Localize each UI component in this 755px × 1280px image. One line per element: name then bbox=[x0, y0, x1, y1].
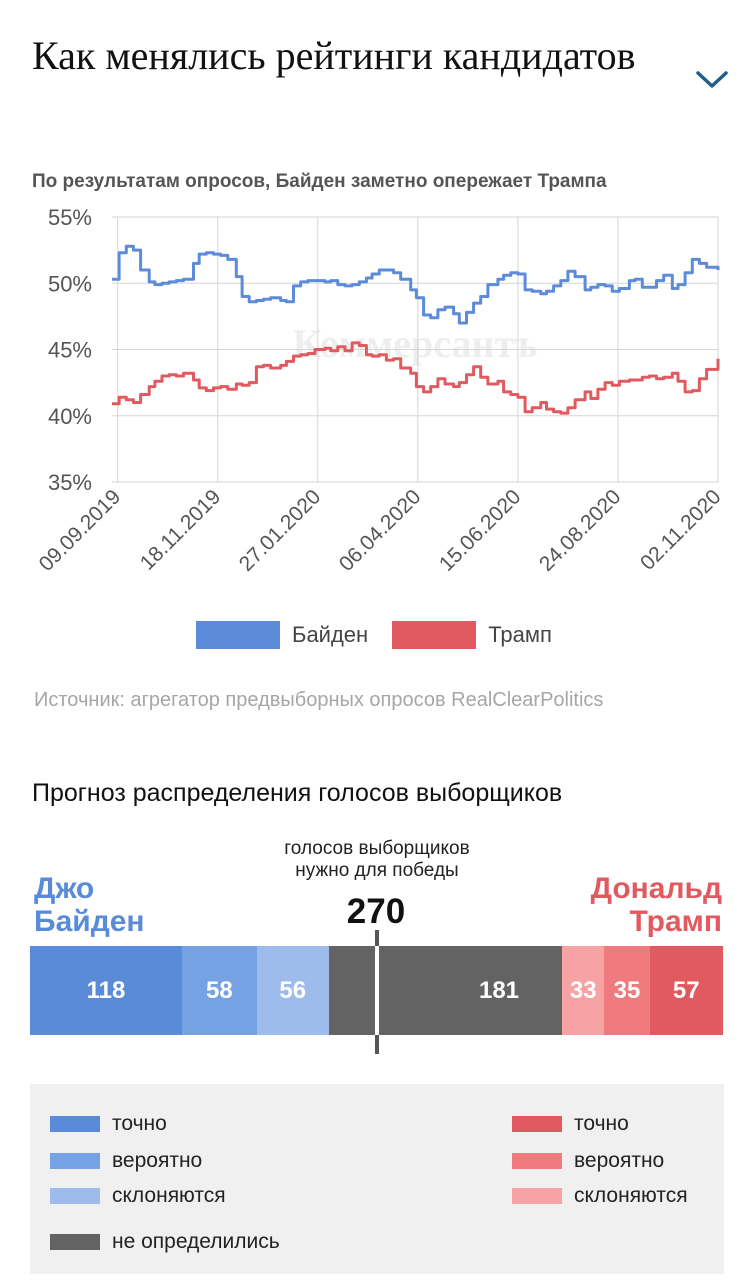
key-item-trump-sure: точно bbox=[512, 1112, 629, 1136]
candidate-biden-first: Джо bbox=[34, 872, 95, 905]
threshold-marker-line bbox=[375, 946, 379, 1035]
legend-label-trump: Трамп bbox=[488, 622, 552, 647]
x-tick-label: 27.01.2020 bbox=[235, 485, 326, 576]
ev-segment-undecided: 181 bbox=[328, 946, 562, 1035]
legend-item-trump: Трамп bbox=[392, 621, 552, 649]
key-item-biden-likely: вероятно bbox=[50, 1149, 202, 1173]
key-label-undecided: не определились bbox=[112, 1230, 280, 1253]
ev-segment-biden-sure: 118 bbox=[30, 946, 182, 1035]
y-tick-label: 50% bbox=[48, 271, 92, 296]
legend-swatch-trump bbox=[392, 621, 477, 649]
key-swatch-biden-lean bbox=[50, 1188, 100, 1204]
y-tick-label: 55% bbox=[48, 205, 92, 230]
ev-segment-trump-sure: 57 bbox=[649, 946, 723, 1035]
key-item-biden-sure: точно bbox=[50, 1112, 167, 1136]
series-line-trump bbox=[112, 341, 720, 415]
candidate-biden-last: Байден bbox=[34, 905, 145, 938]
key-swatch-trump-lean bbox=[512, 1188, 562, 1204]
x-tick-label: 02.11.2020 bbox=[636, 485, 725, 574]
key-label-trump-lean: склоняются bbox=[574, 1184, 688, 1207]
x-tick-label: 24.08.2020 bbox=[535, 485, 626, 576]
ev-segment-value: 57 bbox=[672, 976, 700, 1004]
ev-segment-value: 56 bbox=[279, 976, 307, 1004]
ev-segment-value: 58 bbox=[205, 976, 233, 1004]
electoral-section-title: Прогноз распределения голосов выборщиков bbox=[32, 779, 563, 807]
electoral-key: точно вероятно склоняются не определилис… bbox=[30, 1084, 724, 1274]
key-swatch-biden-sure bbox=[50, 1116, 100, 1132]
ev-segment-biden-lean: 56 bbox=[256, 946, 329, 1035]
candidate-trump-last: Трамп bbox=[629, 905, 722, 938]
threshold-value: 270 bbox=[346, 892, 406, 931]
key-label-biden-sure: точно bbox=[112, 1112, 167, 1135]
y-tick-label: 40% bbox=[48, 404, 92, 429]
poll-line-chart: Коммерсантъ 55% 50% 45% 40% 35% 09.09.2019 18… bbox=[35, 205, 726, 576]
chevron-down-icon[interactable] bbox=[694, 68, 730, 92]
legend-label-biden: Байден bbox=[292, 622, 369, 647]
key-label-biden-likely: вероятно bbox=[112, 1149, 203, 1172]
ev-segment-value: 181 bbox=[478, 976, 520, 1004]
x-tick-label: 18.11.2019 bbox=[136, 485, 225, 574]
y-tick-label: 45% bbox=[48, 338, 92, 363]
chart-title: По результатам опросов, Байден заметно о… bbox=[32, 171, 607, 192]
ev-segment-biden-likely: 58 bbox=[181, 946, 257, 1035]
candidate-trump: Дональд Трамп bbox=[522, 872, 722, 938]
ev-segment-value: 33 bbox=[569, 976, 597, 1004]
key-label-trump-likely: вероятно bbox=[574, 1149, 665, 1172]
page-title: Как менялись рейтинги кандидатов bbox=[32, 33, 636, 78]
key-item-trump-likely: вероятно bbox=[512, 1149, 664, 1173]
x-tick-label: 09.09.2019 bbox=[35, 485, 126, 576]
y-tick-label: 35% bbox=[48, 470, 92, 495]
ev-segment-value: 118 bbox=[86, 976, 126, 1004]
key-label-trump-sure: точно bbox=[574, 1112, 629, 1135]
x-tick-label: 06.04.2020 bbox=[335, 485, 426, 576]
legend-item-biden: Байден bbox=[196, 621, 368, 649]
candidate-biden: Джо Байден bbox=[34, 872, 234, 938]
key-item-trump-lean: склоняются bbox=[512, 1184, 688, 1208]
candidate-trump-first: Дональд bbox=[590, 872, 722, 905]
legend-swatch-biden bbox=[196, 621, 280, 649]
key-label-biden-lean: склоняются bbox=[112, 1184, 226, 1207]
ev-segment-value: 35 bbox=[613, 976, 641, 1004]
x-tick-label: 15.06.2020 bbox=[435, 485, 526, 576]
key-swatch-trump-sure bbox=[512, 1116, 562, 1132]
series-line-biden bbox=[112, 244, 720, 325]
electoral-stacked-bar: 118 58 56 181 33 35 57 bbox=[30, 946, 723, 1035]
key-swatch-trump-likely bbox=[512, 1153, 562, 1169]
threshold-caption: голосов выборщиков нужно для победы bbox=[284, 838, 470, 881]
key-item-biden-lean: склоняются bbox=[50, 1184, 226, 1208]
key-swatch-undecided bbox=[50, 1234, 100, 1250]
chart-legend: Байден Трамп bbox=[196, 621, 572, 649]
ev-segment-trump-lean: 33 bbox=[561, 946, 605, 1035]
source-note: Источник: агрегатор предвыборных опросов… bbox=[34, 689, 604, 711]
key-swatch-biden-likely bbox=[50, 1153, 100, 1169]
chart-watermark: Коммерсантъ bbox=[293, 321, 538, 366]
ev-segment-trump-likely: 35 bbox=[604, 946, 650, 1035]
key-item-undecided: не определились bbox=[50, 1230, 280, 1254]
